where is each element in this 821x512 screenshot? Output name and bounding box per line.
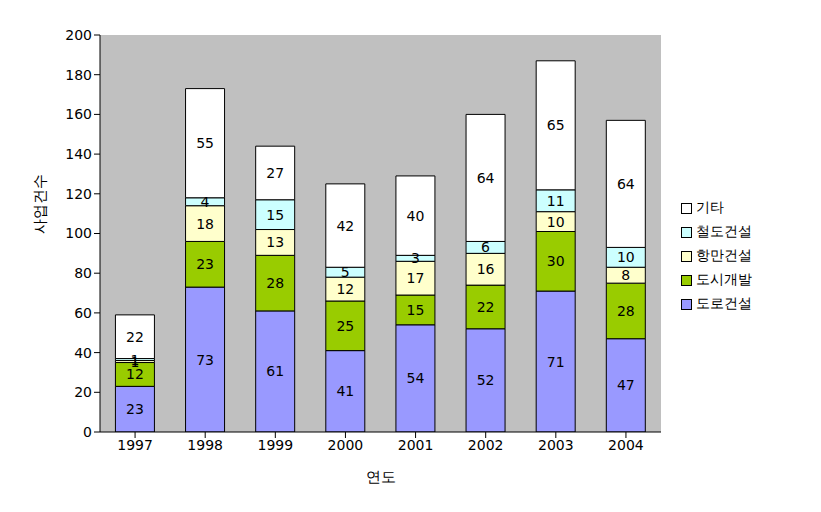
svg-text:41: 41 <box>336 383 354 399</box>
svg-text:71: 71 <box>547 354 565 370</box>
svg-text:1: 1 <box>130 352 139 368</box>
svg-text:10: 10 <box>547 214 565 230</box>
svg-text:80: 80 <box>74 265 92 281</box>
svg-text:120: 120 <box>65 186 92 202</box>
svg-text:2003: 2003 <box>538 437 574 453</box>
svg-text:연도: 연도 <box>366 468 396 486</box>
svg-text:30: 30 <box>547 253 565 269</box>
html-text:도시개발: 도시개발 <box>696 271 752 287</box>
html-text:항만건설: 항만건설 <box>696 247 752 263</box>
svg-text:16: 16 <box>477 261 495 277</box>
svg-text:13: 13 <box>266 234 284 250</box>
svg-text:22: 22 <box>477 299 495 315</box>
svg-text:2000: 2000 <box>328 437 364 453</box>
svg-text:4: 4 <box>201 194 210 210</box>
svg-text:200: 200 <box>65 27 92 43</box>
html-text:철도건설: 철도건설 <box>696 223 752 239</box>
svg-text:10: 10 <box>617 249 635 265</box>
svg-text:52: 52 <box>477 372 495 388</box>
svg-text:8: 8 <box>621 267 630 283</box>
svg-text:28: 28 <box>266 275 284 291</box>
svg-text:55: 55 <box>196 135 214 151</box>
svg-text:64: 64 <box>617 176 635 192</box>
svg-text:27: 27 <box>266 165 284 181</box>
svg-text:25: 25 <box>336 318 354 334</box>
svg-text:2001: 2001 <box>398 437 434 453</box>
svg-text:0: 0 <box>83 424 92 440</box>
svg-text:3: 3 <box>411 250 420 266</box>
svg-text:40: 40 <box>74 345 92 361</box>
svg-text:1999: 1999 <box>257 437 293 453</box>
svg-text:54: 54 <box>407 370 425 386</box>
svg-text:28: 28 <box>617 303 635 319</box>
svg-text:61: 61 <box>266 363 284 379</box>
svg-text:12: 12 <box>126 366 144 383</box>
svg-text:65: 65 <box>547 117 565 133</box>
svg-text:22: 22 <box>126 329 144 345</box>
svg-text:73: 73 <box>196 352 214 368</box>
svg-text:15: 15 <box>266 207 284 223</box>
svg-text:60: 60 <box>74 305 92 321</box>
svg-text:47: 47 <box>617 377 635 393</box>
svg-text:20: 20 <box>74 384 92 400</box>
svg-text:1998: 1998 <box>187 437 223 453</box>
svg-text:42: 42 <box>336 218 354 234</box>
svg-text:40: 40 <box>407 208 425 224</box>
svg-text:140: 140 <box>65 146 92 162</box>
svg-text:100: 100 <box>65 225 92 241</box>
svg-text:160: 160 <box>65 106 92 122</box>
svg-text:23: 23 <box>196 256 214 272</box>
svg-text:사업건수: 사업건수 <box>31 174 49 234</box>
svg-text:5: 5 <box>341 264 350 280</box>
svg-text:1997: 1997 <box>117 437 153 453</box>
svg-text:17: 17 <box>407 270 425 286</box>
svg-text:15: 15 <box>407 302 425 318</box>
svg-text:2002: 2002 <box>468 437 504 453</box>
html-text:기타: 기타 <box>696 199 724 215</box>
svg-text:180: 180 <box>65 67 92 83</box>
svg-text:18: 18 <box>196 216 214 232</box>
html-text:도로건설: 도로건설 <box>696 295 752 311</box>
svg-text:11: 11 <box>547 193 565 209</box>
svg-text:2004: 2004 <box>608 437 644 453</box>
svg-text:64: 64 <box>477 170 495 186</box>
svg-text:23: 23 <box>126 401 144 417</box>
svg-text:12: 12 <box>336 281 354 297</box>
svg-text:6: 6 <box>481 239 490 255</box>
